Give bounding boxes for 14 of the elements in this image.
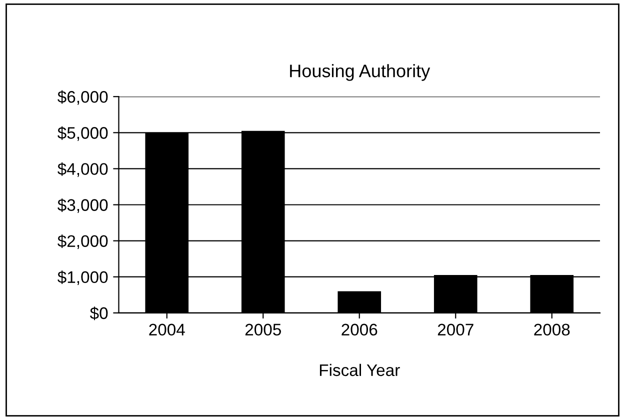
y-tick-label: $2,000 <box>58 234 108 249</box>
y-tick-label: $1,000 <box>58 270 108 286</box>
x-tick-label: 2007 <box>438 324 474 336</box>
y-tick-label: $4,000 <box>58 162 108 177</box>
x-axis-title: Fiscal Year <box>320 364 400 376</box>
x-tick-label: 2004 <box>149 324 185 336</box>
x-tick-label: 2008 <box>534 324 570 336</box>
y-tick-label: $5,000 <box>58 126 108 141</box>
y-tick-label: $6,000 <box>58 90 108 105</box>
chart-title: Housing Authority <box>290 64 430 81</box>
x-tick-label: 2006 <box>342 324 378 336</box>
y-tick-label: $3,000 <box>58 198 108 213</box>
y-tick-label: $0 <box>90 306 108 320</box>
x-tick-label: 2005 <box>245 324 281 336</box>
